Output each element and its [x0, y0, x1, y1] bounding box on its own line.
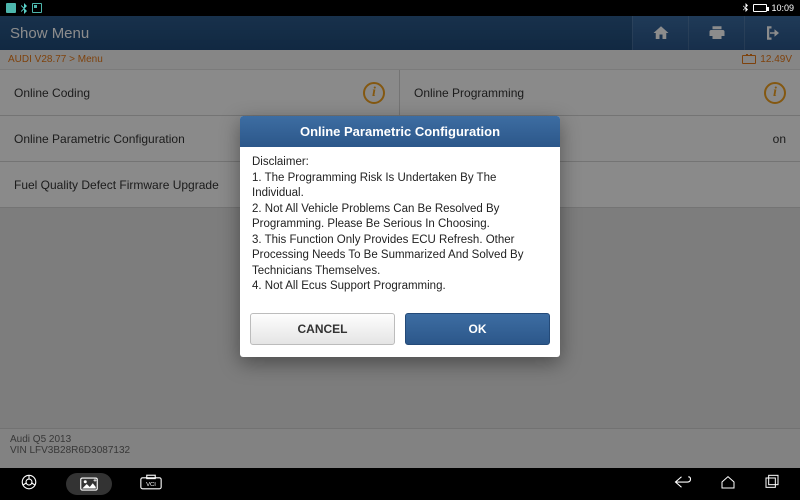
disclaimer-label: Disclaimer: — [252, 155, 548, 171]
svg-text:VCI: VCI — [146, 482, 156, 488]
menu-item-online-programming[interactable]: Online Programming i — [400, 70, 800, 116]
print-icon — [708, 24, 726, 42]
home-button[interactable] — [632, 16, 688, 50]
app-indicator-icon — [6, 3, 16, 13]
car-battery-icon — [742, 55, 756, 64]
vehicle-info-bar: Audi Q5 2013 VIN LFV3B28R6D3087132 — [0, 428, 800, 468]
titlebar-buttons — [632, 16, 800, 50]
cancel-button[interactable]: CANCEL — [250, 313, 395, 345]
print-button[interactable] — [688, 16, 744, 50]
disclaimer-line: 4. Not All Ecus Support Programming. — [252, 279, 548, 295]
breadcrumb-bar: AUDI V28.77 > Menu 12.49V — [0, 50, 800, 70]
status-time: 10:09 — [771, 3, 794, 13]
home-nav-icon[interactable] — [720, 474, 736, 495]
menu-item-label: Online Programming — [414, 86, 524, 100]
dialog-title: Online Parametric Configuration — [240, 116, 560, 147]
status-right: 10:09 — [742, 3, 794, 13]
app-titlebar: Show Menu — [0, 16, 800, 50]
menu-item-label: on — [773, 132, 786, 146]
sync-indicator-icon — [32, 3, 42, 13]
battery-icon — [753, 4, 767, 12]
android-nav-bar: VCI — [0, 468, 800, 500]
vehicle-model: Audi Q5 2013 — [10, 434, 790, 445]
menu-item-label: Online Parametric Configuration — [14, 132, 185, 146]
menu-item-online-coding[interactable]: Online Coding i — [0, 70, 400, 116]
dialog-actions: CANCEL OK — [240, 305, 560, 357]
gallery-app-icon[interactable] — [66, 473, 112, 495]
voltage-indicator: 12.49V — [742, 54, 792, 65]
menu-item-label: Online Coding — [14, 86, 90, 100]
info-icon[interactable]: i — [363, 82, 385, 104]
home-icon — [652, 24, 670, 42]
vehicle-vin: VIN LFV3B28R6D3087132 — [10, 445, 790, 456]
exit-icon — [764, 24, 782, 42]
bluetooth-connected-icon — [742, 3, 749, 13]
ok-button[interactable]: OK — [405, 313, 550, 345]
dialog: Online Parametric Configuration Disclaim… — [240, 116, 560, 357]
status-left — [6, 3, 42, 14]
vci-icon[interactable]: VCI — [140, 474, 162, 495]
dialog-body: Disclaimer: 1. The Programming Risk Is U… — [240, 147, 560, 305]
menu-item-label: Fuel Quality Defect Firmware Upgrade — [14, 178, 219, 192]
info-icon[interactable]: i — [764, 82, 786, 104]
disclaimer-line: 2. Not All Vehicle Problems Can Be Resol… — [252, 202, 548, 233]
bluetooth-icon — [20, 3, 28, 14]
breadcrumb: AUDI V28.77 > Menu — [8, 54, 103, 65]
disclaimer-line: 3. This Function Only Provides ECU Refre… — [252, 233, 548, 280]
voltage-value: 12.49V — [760, 54, 792, 65]
exit-button[interactable] — [744, 16, 800, 50]
android-status-bar: 10:09 — [0, 0, 800, 16]
back-nav-icon[interactable] — [674, 475, 692, 494]
page-title: Show Menu — [10, 25, 89, 42]
recent-nav-icon[interactable] — [764, 474, 780, 495]
chrome-icon[interactable] — [20, 473, 38, 496]
disclaimer-line: 1. The Programming Risk Is Undertaken By… — [252, 171, 548, 202]
